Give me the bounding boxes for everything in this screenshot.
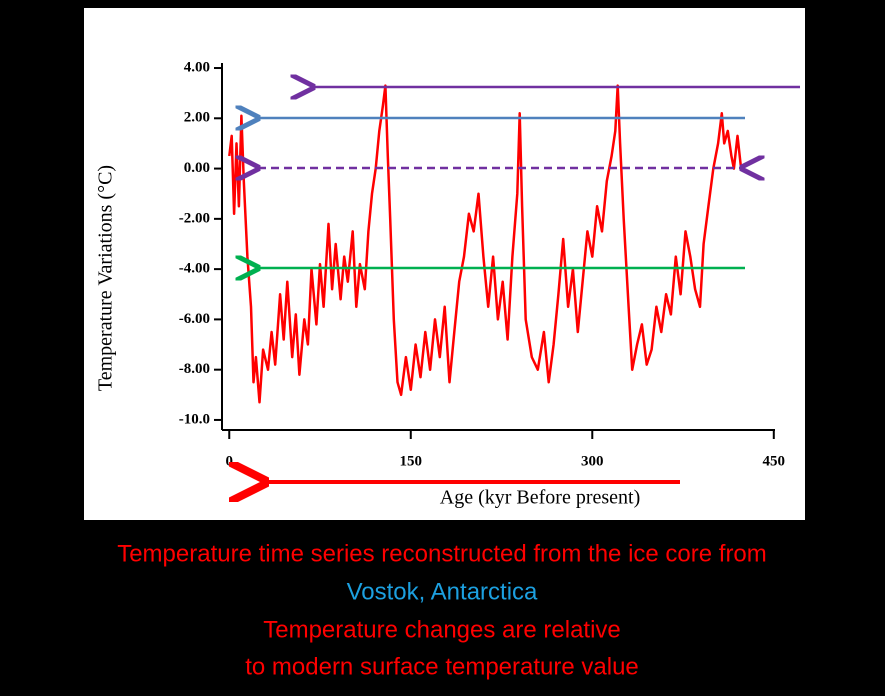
x-tick-label: 450 xyxy=(763,453,786,469)
y-tick-label: 4.00 xyxy=(184,59,210,75)
caption: Temperature time series reconstructed fr… xyxy=(117,540,767,567)
y-tick-label: -10.0 xyxy=(179,411,210,427)
x-tick-label: 300 xyxy=(581,453,604,469)
y-tick-label: -2.00 xyxy=(179,210,210,226)
plot: 4.00 2.00 0.00 -2.00 -4.00 -6.00 -8.00 -10.0 0 15… xyxy=(179,59,785,469)
caption: to modern surface temperature value xyxy=(245,653,639,680)
temperature-line xyxy=(228,84,743,404)
y-axis-label: Temperature Variations (°C) xyxy=(95,165,117,391)
y-tick-label: 0.00 xyxy=(184,160,210,176)
y-tick-label: -8.00 xyxy=(179,361,210,377)
y-tick-label: -4.00 xyxy=(179,261,210,277)
chart-panel xyxy=(84,8,805,520)
y-tick-label: -6.00 xyxy=(179,311,210,327)
caption: Temperature changes are relative xyxy=(263,616,621,643)
x-tick-label: 150 xyxy=(400,453,423,469)
x-tick-label: 0 xyxy=(226,453,234,469)
caption: Vostok, Antarctica xyxy=(347,578,538,605)
y-tick-label: 2.00 xyxy=(184,110,210,126)
x-axis-label: Age (kyr Before present) xyxy=(440,487,640,509)
